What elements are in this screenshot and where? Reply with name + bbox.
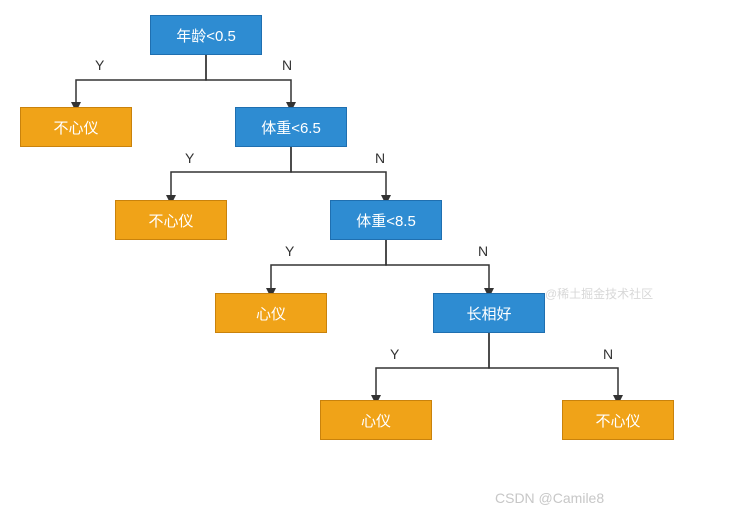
edge-label-yes: Y	[390, 346, 399, 362]
edge-label-yes: Y	[95, 57, 104, 73]
edge-n2-n3	[291, 147, 386, 200]
decision-node-n4: 长相好	[433, 293, 545, 333]
leaf-node-l1: 不心仪	[20, 107, 132, 147]
leaf-node-l3: 心仪	[215, 293, 327, 333]
leaf-node-l4: 心仪	[320, 400, 432, 440]
watermark-1: @稀土掘金技术社区	[545, 285, 653, 302]
leaf-node-l2: 不心仪	[115, 200, 227, 240]
flowchart-canvas: 年龄<0.5不心仪体重<6.5不心仪体重<8.5心仪长相好心仪不心仪YNYNYN…	[0, 0, 729, 519]
edge-label-yes: Y	[285, 243, 294, 259]
decision-node-n3: 体重<8.5	[330, 200, 442, 240]
decision-node-n1: 年龄<0.5	[150, 15, 262, 55]
decision-node-n2: 体重<6.5	[235, 107, 347, 147]
edges-layer	[0, 0, 729, 519]
edge-label-no: N	[375, 150, 385, 166]
watermark-0: CSDN @Camile8	[495, 490, 604, 506]
edge-label-yes: Y	[185, 150, 194, 166]
edge-n4-l5	[489, 333, 618, 400]
edge-n3-n4	[386, 240, 489, 293]
leaf-node-l5: 不心仪	[562, 400, 674, 440]
edge-label-no: N	[603, 346, 613, 362]
edge-label-no: N	[282, 57, 292, 73]
edge-n4-l4	[376, 333, 489, 400]
edge-label-no: N	[478, 243, 488, 259]
edge-n1-n2	[206, 55, 291, 107]
